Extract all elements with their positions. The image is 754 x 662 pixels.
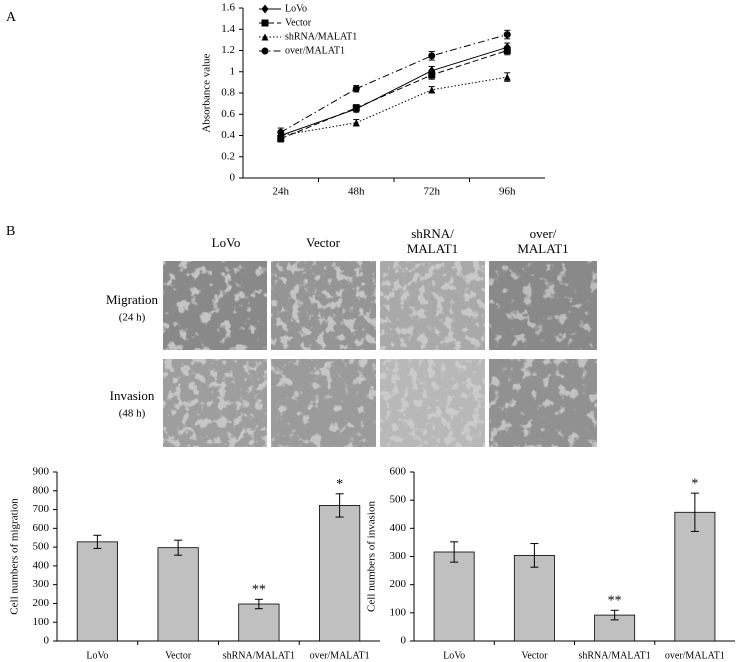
bar [319,505,361,642]
panel-label: B [6,224,15,239]
x-tick-label: shRNA/MALAT1 [579,650,651,661]
marker [277,128,285,136]
legend-marker [261,19,269,27]
marker [428,52,436,60]
y-axis-label: Absorbance value [201,53,213,132]
y-tick-label: 0 [44,635,50,647]
micrograph-texture [271,359,376,447]
marker [352,104,360,112]
column-label: over/ MALAT1 [517,226,569,256]
legend-label: LoVo [285,3,307,14]
marker [428,71,436,79]
micrograph-texture [271,261,376,350]
x-tick-label: Vector [165,650,192,661]
y-tick-label: 1 [230,65,236,77]
row-time: (24 h) [119,312,146,324]
y-tick-label: 1.4 [221,23,235,35]
legend-label: over/MALAT1 [285,45,345,56]
y-tick-label: 200 [33,597,50,609]
y-tick-label: 100 [390,606,407,618]
column-label: shRNA/ MALAT1 [406,226,459,256]
y-tick-label: 700 [33,503,50,515]
y-tick-label: 0.6 [221,108,235,120]
y-axis-label: Cell numbers of invasion [366,501,378,612]
x-tick-label: over/MALAT1 [310,650,370,661]
bar [76,541,118,642]
row-time: (48 h) [119,408,146,420]
column-label-box: over/ MALAT1 [517,226,569,256]
x-tick-label: Vector [521,650,548,661]
row-label: Migration [106,292,158,307]
bar [674,511,716,642]
legend-marker [261,33,269,41]
legend-marker [261,47,269,55]
marker [428,86,436,94]
series-line [280,46,508,136]
bar [513,554,555,642]
y-tick-label: 900 [33,466,50,478]
marker [503,73,511,81]
bar [433,551,475,642]
y-tick-label: 300 [33,578,50,590]
y-tick-label: 600 [390,466,407,478]
x-tick-label: over/MALAT1 [665,650,725,661]
series-line [280,76,508,136]
y-tick-label: 1.6 [221,2,235,14]
x-tick-label: LoVo [86,650,108,661]
panel-label: A [6,10,17,25]
significance-mark: ** [252,583,266,598]
y-tick-label: 500 [33,541,50,553]
x-tick-label: 24h [273,186,290,198]
y-tick-label: 400 [33,559,50,571]
column-label: Vector [306,235,341,250]
significance-mark: ** [608,594,622,609]
row-label: Invasion [110,388,155,403]
y-tick-label: 400 [390,522,407,534]
y-tick-label: 100 [33,616,50,628]
marker [352,119,360,127]
column-label-box: shRNA/ MALAT1 [406,226,459,256]
y-tick-label: 300 [390,550,407,562]
y-tick-label: 800 [33,484,50,496]
series-line [280,50,508,140]
micrograph-texture [163,261,267,350]
y-tick-label: 0 [230,172,236,184]
x-tick-label: LoVo [443,650,465,661]
y-tick-label: 200 [390,578,407,590]
x-tick-label: shRNA/MALAT1 [223,650,295,661]
series-line [280,34,508,133]
y-tick-label: 0.2 [221,150,235,162]
marker [503,47,511,54]
legend-label: Vector [285,17,312,28]
legend-label: shRNA/MALAT1 [285,31,357,42]
significance-mark: * [691,476,698,491]
bar [157,547,199,642]
micrograph-texture [489,261,597,350]
y-tick-label: 500 [390,494,407,506]
y-axis-label: Cell numbers of migration [9,498,21,615]
y-tick-label: 1.2 [221,44,235,56]
legend-marker [261,4,269,14]
x-tick-label: 96h [499,186,516,198]
micrograph-texture [489,359,597,447]
significance-mark: * [336,477,343,492]
y-tick-label: 0.8 [221,87,235,99]
marker [503,31,511,39]
micrographs [163,261,597,447]
y-tick-label: 600 [33,522,50,534]
x-tick-label: 72h [424,186,441,198]
y-tick-label: 0 [401,635,407,647]
micrograph-texture [380,261,485,350]
x-tick-label: 48h [348,186,365,198]
bar [238,603,280,642]
micrograph-texture [163,359,267,447]
y-tick-label: 0.4 [221,129,235,141]
marker [352,85,360,93]
micrograph-texture [380,359,485,447]
column-label: LoVo [212,235,241,250]
